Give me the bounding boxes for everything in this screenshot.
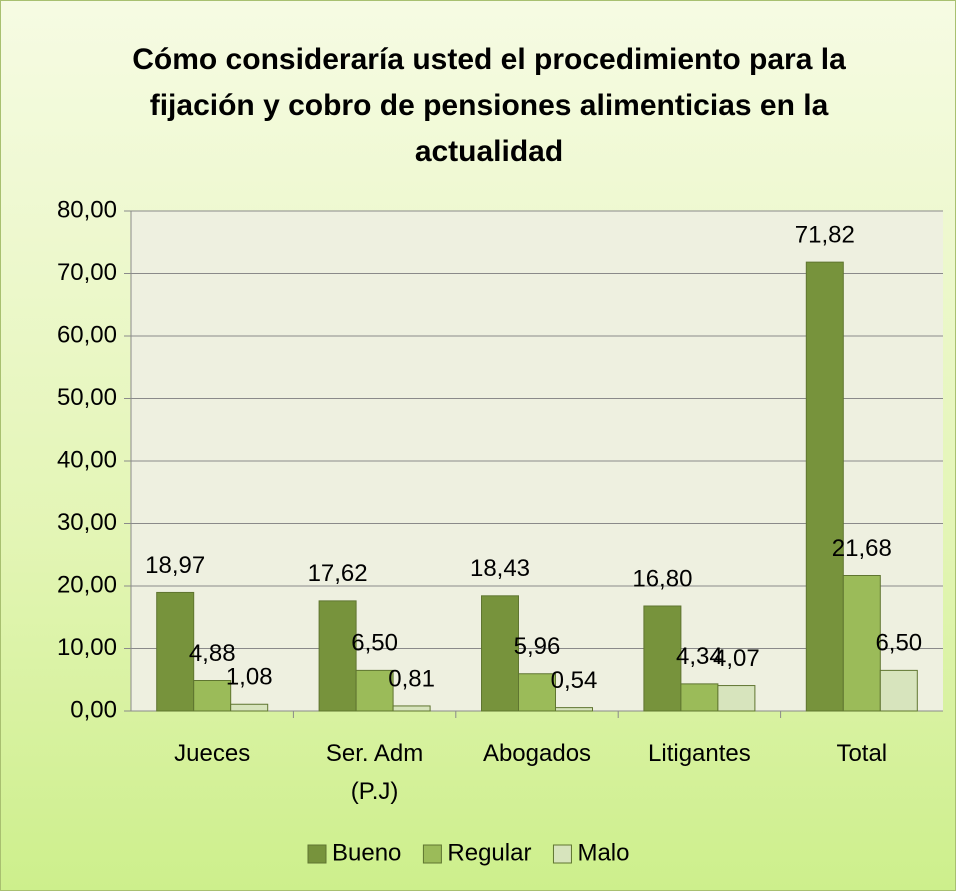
- x-tick-label: Litigantes: [648, 740, 751, 767]
- x-tick-label: Ser. Adm (P.J): [325, 740, 424, 805]
- legend-label: Malo: [577, 839, 629, 866]
- legend-swatch: [307, 844, 327, 864]
- bar: [805, 261, 844, 712]
- legend-label: Bueno: [332, 839, 401, 866]
- legend-swatch: [422, 844, 442, 864]
- bar: [318, 600, 357, 712]
- y-tick-label: 20,00: [57, 571, 117, 598]
- bar: [230, 703, 269, 712]
- bar: [518, 673, 556, 712]
- y-tick-label: 60,00: [57, 321, 117, 348]
- legend-swatch: [552, 844, 572, 864]
- y-tick-label: 70,00: [57, 259, 117, 286]
- data-label: 17,62: [308, 560, 368, 587]
- bar: [680, 683, 719, 712]
- x-tick-label: Total: [836, 740, 888, 767]
- y-tick-label: 10,00: [57, 634, 117, 661]
- data-label: 16,80: [632, 565, 692, 592]
- bar: [717, 685, 756, 712]
- bar: [879, 669, 918, 712]
- bar: [555, 707, 593, 712]
- bar: [643, 605, 682, 712]
- data-label: 6,50: [351, 630, 398, 657]
- data-label: 71,82: [795, 221, 855, 248]
- bar: [156, 591, 195, 712]
- y-tick-label: 80,00: [57, 196, 117, 223]
- data-label: 1,08: [226, 664, 273, 691]
- data-label: 18,97: [145, 552, 205, 579]
- bar: [842, 575, 881, 712]
- bar: [481, 595, 519, 712]
- bar: [355, 669, 394, 712]
- data-label: 4,88: [189, 640, 236, 667]
- data-label: 6,50: [875, 630, 922, 657]
- y-tick-label: 40,00: [57, 446, 117, 473]
- data-label: 0,81: [388, 665, 435, 692]
- chart-title: Cómo consideraría usted el procedimiento…: [132, 43, 846, 168]
- data-label: 5,96: [514, 633, 561, 660]
- y-tick-label: 30,00: [57, 509, 117, 536]
- data-label: 18,43: [470, 555, 530, 582]
- y-tick-label: 50,00: [57, 384, 117, 411]
- legend-label: Regular: [447, 839, 531, 866]
- x-tick-label: Abogados: [482, 740, 592, 767]
- x-tick-label: Jueces: [174, 740, 251, 767]
- bar: [193, 680, 232, 712]
- data-label: 4,34: [676, 643, 723, 670]
- y-tick-label: 0,00: [70, 696, 117, 723]
- data-label: 0,54: [551, 667, 598, 694]
- data-label: 21,68: [832, 535, 892, 562]
- data-label: 4,07: [713, 645, 760, 672]
- bar: [392, 705, 431, 712]
